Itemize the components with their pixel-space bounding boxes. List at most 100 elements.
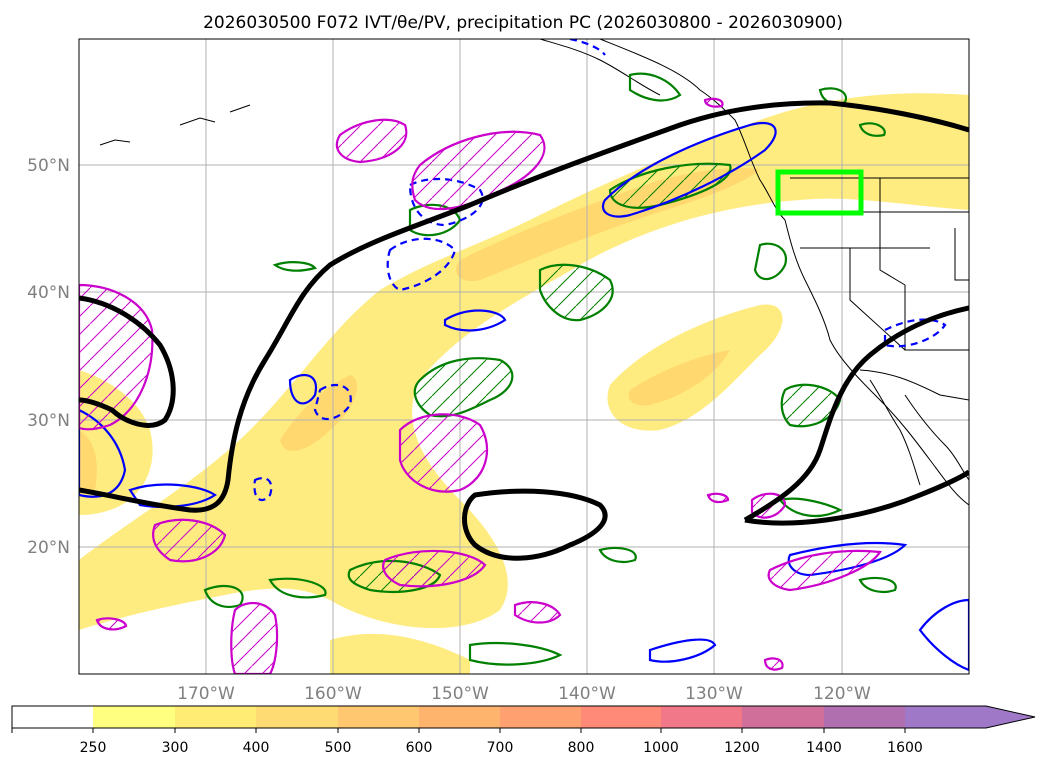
colorbar-label-1000: 1000 — [643, 740, 679, 756]
colorbar-label-250: 250 — [80, 740, 107, 756]
border-us-mexico — [859, 369, 969, 401]
colorbar-outline — [11, 705, 1036, 729]
green-contour-16 — [818, 87, 848, 106]
pv-contour-13 — [703, 97, 724, 108]
lat-label-40: 40°N — [27, 283, 70, 303]
green-contour-3 — [608, 162, 732, 209]
theta-e-contour-main — [79, 100, 969, 513]
map-panel: 50°N 40°N 30°N 20°N 170°W 160°W 150°W 14… — [27, 38, 970, 704]
green-contour-11 — [598, 546, 637, 564]
colorbar-bin-6 — [581, 706, 661, 728]
coast-baja — [869, 379, 921, 486]
green-contour-5 — [780, 383, 842, 428]
colorbar-label-300: 300 — [162, 740, 189, 756]
colorbar-ticks — [11, 728, 906, 733]
coast-gulf-ca — [904, 394, 969, 481]
colorbar-label-1400: 1400 — [806, 740, 842, 756]
pv-contour-9 — [767, 549, 882, 592]
green-contour-17 — [858, 122, 886, 137]
border-wy-co — [954, 228, 969, 281]
pv-contour-4 — [398, 413, 489, 493]
lon-label-160w: 160°W — [304, 684, 362, 704]
colorbar-bin-0 — [93, 706, 175, 728]
colorbar-bin-4 — [419, 706, 500, 728]
colorbar-bin-2 — [256, 706, 338, 728]
blue-contour-1 — [602, 121, 777, 218]
theta-e-contour-west-loop — [79, 295, 176, 428]
colorbar-bin-7 — [661, 706, 742, 728]
pv-contour-8 — [513, 601, 562, 624]
colorbar-label-1200: 1200 — [724, 740, 760, 756]
blue-contour-dashed-3 — [313, 383, 352, 421]
colorbar-bin-3 — [338, 706, 419, 728]
green-contour-14 — [272, 261, 317, 272]
colorbar-label-700: 700 — [487, 740, 514, 756]
colorbar-label-500: 500 — [325, 740, 352, 756]
green-contour-15 — [858, 576, 897, 594]
coast-aleutian-1 — [99, 139, 131, 146]
blue-contour-dashed-4 — [883, 318, 947, 348]
colorbar-bin-1 — [175, 706, 256, 728]
pv-contour-5 — [152, 518, 227, 563]
green-contour-10 — [468, 641, 563, 666]
lat-label-20: 20°N — [27, 538, 70, 558]
green-contour-12 — [778, 497, 843, 517]
coast-aleutian-2 — [179, 117, 216, 126]
colorbar-bin-9 — [824, 706, 905, 728]
ivt-bottom-blob — [330, 633, 470, 674]
colorbar-bin-10 — [905, 706, 986, 728]
pv-contour-1 — [335, 118, 408, 164]
pv-contour-7 — [230, 602, 279, 674]
colorbar-label-600: 600 — [406, 740, 433, 756]
colorbar-extend-arrow — [986, 706, 1035, 728]
pv-contour-6 — [382, 549, 487, 588]
theta-e-contour-east — [743, 305, 969, 523]
theta-e-contour-south-east — [744, 469, 969, 526]
green-contour-13 — [628, 72, 682, 102]
lon-label-170w: 170°W — [177, 684, 235, 704]
blue-contour-dashed-6 — [569, 39, 606, 56]
colorbar: 250 300 400 500 600 700 800 1000 1200 14… — [11, 705, 1036, 756]
blue-contour-7 — [918, 598, 969, 672]
blue-contour-3 — [288, 373, 318, 405]
blue-contour-4 — [443, 309, 507, 332]
pv-contour-14 — [763, 657, 784, 671]
lon-label-140w: 140°W — [558, 684, 616, 704]
lon-label-120w: 120°W — [813, 684, 871, 704]
pv-contour-12 — [706, 492, 730, 504]
border-id — [879, 178, 906, 286]
green-contour-4 — [753, 242, 788, 281]
precip-pc-blue — [79, 39, 969, 672]
colorbar-labels: 250 300 400 500 600 700 800 1000 1200 14… — [80, 740, 923, 756]
colorbar-label-1600: 1600 — [887, 740, 923, 756]
lon-labels: 170°W 160°W 150°W 140°W 130°W 120°W — [177, 684, 871, 704]
colorbar-under — [12, 706, 93, 728]
coast-aleutian-3 — [229, 104, 251, 113]
theta-e-contours — [79, 100, 969, 561]
green-contour-2 — [538, 263, 614, 322]
target-region-box — [775, 169, 864, 216]
theta-e-contour-south-loop — [462, 488, 608, 561]
border-nv — [849, 248, 906, 351]
map-frame — [78, 38, 970, 675]
blue-contour-dashed-5 — [253, 477, 273, 502]
lon-label-130w: 130°W — [685, 684, 743, 704]
coast-alaska-panhandle — [539, 39, 661, 96]
lat-label-30: 30°N — [27, 411, 70, 431]
blue-contour-6 — [648, 638, 717, 663]
ivt-band-main — [79, 93, 969, 631]
colorbar-label-800: 800 — [568, 740, 595, 756]
lat-labels: 50°N 40°N 30°N 20°N — [27, 156, 70, 558]
colorbar-bin-5 — [500, 706, 581, 728]
plot-title: 2026030500 F072 IVT/θe/PV, precipitation… — [203, 13, 843, 33]
blue-contour-dashed-2 — [386, 237, 457, 292]
green-contour-8 — [268, 577, 327, 599]
lon-label-150w: 150°W — [431, 684, 489, 704]
border-ut — [904, 285, 969, 351]
colorbar-bin-8 — [742, 706, 824, 728]
green-contour-1 — [413, 357, 514, 418]
lat-label-50: 50°N — [27, 156, 70, 176]
colorbar-label-400: 400 — [243, 740, 270, 756]
pv-contour-11 — [95, 617, 128, 631]
